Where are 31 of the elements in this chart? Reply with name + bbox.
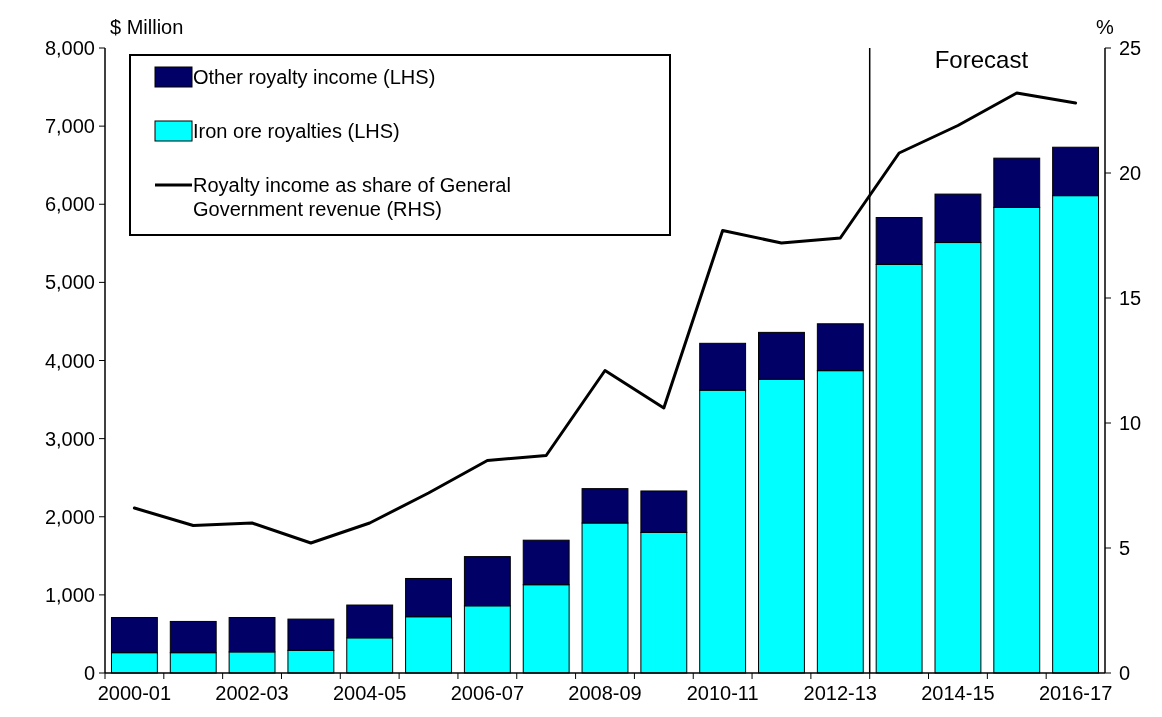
annotation: Forecast — [934, 46, 1029, 73]
x-tick-label: 2008-09 — [568, 682, 642, 704]
y-tick-label: 1,000 — [44, 583, 95, 606]
x-tick-label: 2000-01 — [97, 682, 172, 704]
y-tick-label: 6,000 — [44, 193, 95, 216]
x-tick-label: 2004-05 — [333, 682, 407, 704]
y2-tick-label: 0 — [1119, 662, 1131, 684]
y2-tick-label: 10 — [1119, 412, 1142, 434]
legend-label: Iron ore royalties (LHS) — [193, 120, 400, 142]
y2-tick-label: 20 — [1119, 162, 1142, 184]
y2-axis-title: % — [1096, 16, 1115, 38]
y2-tick-label: 5 — [1119, 537, 1131, 559]
y2-tick-label: 15 — [1119, 287, 1142, 309]
legend-label: Royalty income as share of General Government revenue (RHS) — [193, 174, 511, 220]
x-tick-label: 2014-15 — [921, 682, 995, 704]
y-tick-label: 7,000 — [44, 115, 95, 138]
y-tick-label: 2,000 — [44, 505, 95, 528]
y-tick-label: 3,000 — [44, 427, 95, 450]
x-tick-label: 2002-03 — [215, 682, 289, 704]
y2-tick-label: 25 — [1119, 37, 1142, 59]
legend-label: Other royalty income (LHS) — [193, 66, 436, 88]
x-tick-label: 2012-13 — [803, 682, 877, 704]
y-axis-title: $ Million — [110, 16, 184, 38]
x-tick-label: 2010-11 — [686, 682, 759, 704]
y-tick-label: 0 — [83, 662, 95, 684]
y-tick-label: 8,000 — [44, 37, 95, 59]
x-tick-label: 2006-07 — [450, 682, 525, 704]
y-tick-label: 5,000 — [44, 271, 95, 294]
y-tick-label: 4,000 — [44, 349, 95, 372]
x-tick-label: 2016-17 — [1038, 682, 1113, 704]
line-series — [132, 91, 1078, 545]
